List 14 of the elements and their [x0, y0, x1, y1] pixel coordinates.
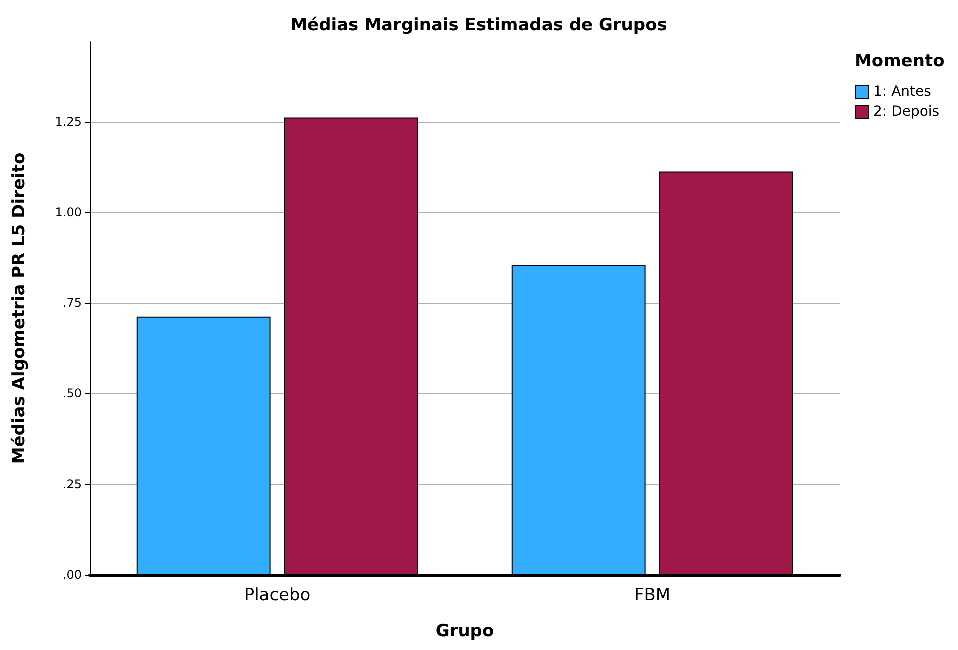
legend-label: 1: Antes [874, 84, 932, 100]
x-tick-label: FBM [634, 586, 671, 606]
chart-title: Médias Marginais Estimadas de Grupos [290, 16, 668, 36]
legend-label: 2: Depois [874, 104, 940, 120]
y-tick-label: 1.00 [55, 205, 82, 220]
y-tick-label: .25 [62, 477, 82, 492]
x-axis-title: Grupo [436, 622, 494, 642]
legend-title: Momento [855, 52, 945, 72]
y-tick-label: .75 [62, 296, 82, 310]
y-tick-label: .50 [62, 386, 82, 401]
y-tick-label: .00 [62, 568, 82, 582]
x-tick-label: Placebo [244, 586, 311, 606]
y-tick-label: 1.25 [55, 114, 82, 129]
y-axis-title: Médias Algometria PR L5 Direito [10, 152, 30, 464]
